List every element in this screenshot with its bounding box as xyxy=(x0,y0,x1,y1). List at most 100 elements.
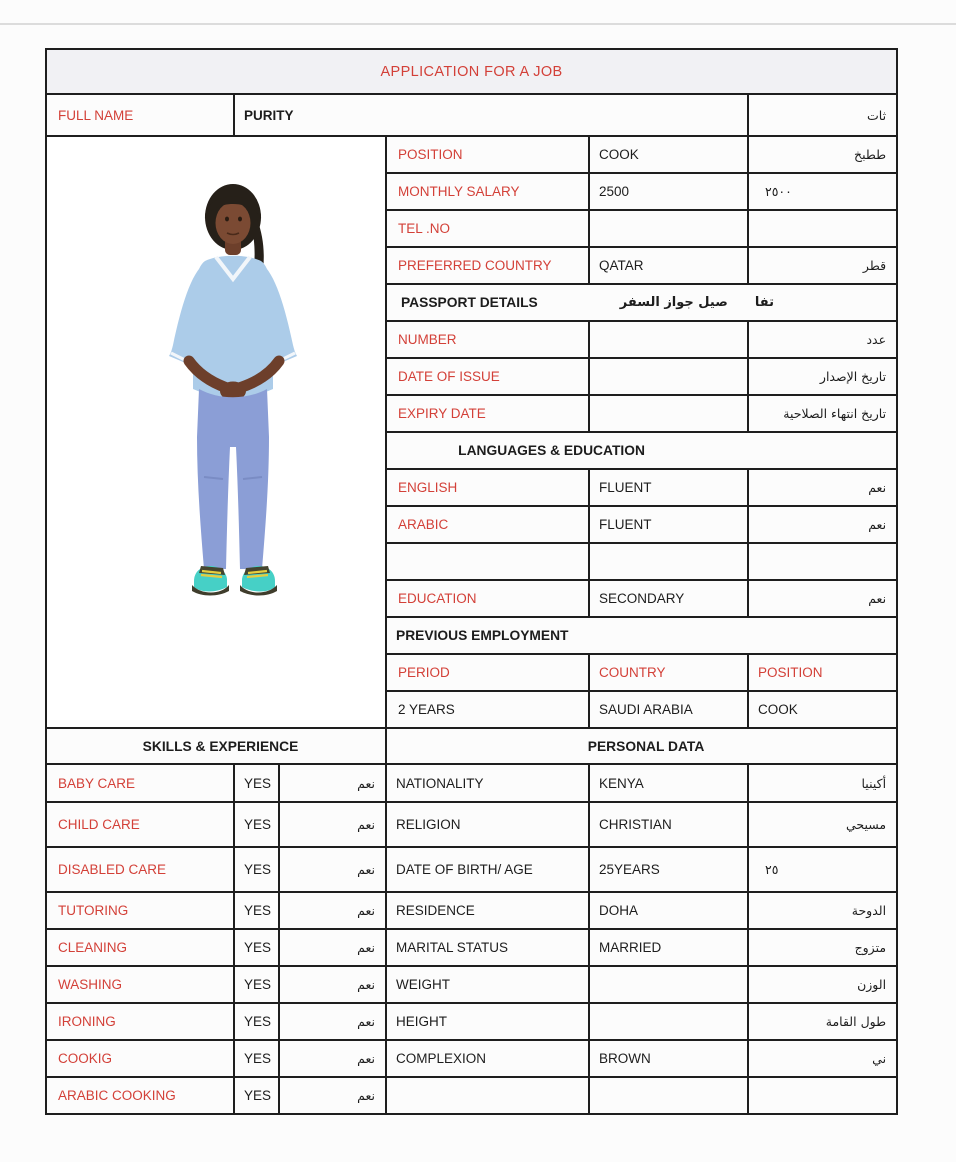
skill-arabic-cleaning: نعم xyxy=(278,928,387,967)
date-of-issue-label: DATE OF ISSUE xyxy=(385,357,590,396)
english-row: ENGLISH FLUENT نعم xyxy=(46,468,899,507)
education-arabic: نعم xyxy=(746,579,899,618)
empty-cell xyxy=(385,1076,590,1115)
complexion-label: COMPLEXION xyxy=(385,1039,590,1078)
skill-arabic-washing: نعم xyxy=(278,965,387,1004)
period-value: 2 YEARS xyxy=(385,690,590,729)
languages-header-row: LANGUAGES & EDUCATION xyxy=(46,431,899,470)
height-value xyxy=(588,1002,749,1041)
nationality-label: NATIONALITY xyxy=(385,763,590,803)
date-of-issue-row: DATE OF ISSUE تاريخ الإصدار xyxy=(46,357,899,396)
washing-weight-row: WASHING YES نعم WEIGHT الوزن xyxy=(45,965,899,1004)
position-row: POSITION COOK ططبخ xyxy=(45,135,899,729)
dob-age-value: 25YEARS xyxy=(588,846,749,893)
position-label: POSITION xyxy=(385,135,590,174)
ironing-height-row: IRONING YES نعم HEIGHT طول القامة xyxy=(45,1002,899,1041)
disabled-care-dob-row: DISABLED CARE YES نعم DATE OF BIRTH/ AGE… xyxy=(45,846,899,893)
skill-label-arabic-cooking: ARABIC COOKING xyxy=(45,1076,235,1115)
skill-yes-cookig: YES xyxy=(233,1039,280,1078)
arabic-cooking-row: ARABIC COOKING YES نعم xyxy=(45,1076,899,1115)
scan-artifact-line xyxy=(0,23,956,25)
skill-arabic-tutoring: نعم xyxy=(278,891,387,930)
salary-row: MONTHLY SALARY 2500 ٢٥٠٠ xyxy=(46,172,899,211)
height-label: HEIGHT xyxy=(385,1002,590,1041)
title-row: APPLICATION FOR A JOB xyxy=(44,48,899,95)
passport-header-en: PASSPORT DETAILS xyxy=(401,295,538,310)
skill-arabic-cookig: نعم xyxy=(278,1039,387,1078)
marital-status-label: MARITAL STATUS xyxy=(385,928,590,967)
marital-status-arabic: متزوج xyxy=(746,928,899,967)
employment-country-value: SAUDI ARABIA xyxy=(588,690,749,729)
baby-care-nationality-row: BABY CARE YES نعم NATIONALITY KENYA أكين… xyxy=(45,763,899,803)
arabic-label: ARABIC xyxy=(385,505,590,544)
passport-number-value xyxy=(588,320,749,359)
skill-arabic-disabled-care: نعم xyxy=(278,846,387,893)
dob-age-arabic: ٢٥ xyxy=(746,846,899,893)
preferred-country-label: PREFERRED COUNTRY xyxy=(385,246,590,285)
skill-arabic-child-care: نعم xyxy=(278,801,387,848)
personal-data-header: PERSONAL DATA xyxy=(384,727,899,765)
salary-arabic: ٢٥٠٠ xyxy=(746,172,899,211)
complexion-value: BROWN xyxy=(588,1039,749,1078)
dob-age-label: DATE OF BIRTH/ AGE xyxy=(385,846,590,893)
english-label: ENGLISH xyxy=(385,468,590,507)
full-name-arabic: ثات xyxy=(746,93,899,137)
complexion-arabic: ني xyxy=(746,1039,899,1078)
residence-arabic: الدوحة xyxy=(746,891,899,930)
previous-employment-header: PREVIOUS EMPLOYMENT xyxy=(384,616,899,655)
skill-label-ironing: IRONING xyxy=(45,1002,235,1041)
skill-yes-tutoring: YES xyxy=(233,891,280,930)
full-name-row: FULL NAME PURITY ثات xyxy=(45,93,899,137)
passport-number-row: NUMBER عدد xyxy=(46,320,899,359)
child-care-religion-row: CHILD CARE YES نعم RELIGION CHRISTIAN مس… xyxy=(45,801,899,848)
date-of-issue-arabic: تاريخ الإصدار xyxy=(746,357,899,396)
skill-arabic-arabic-cooking: نعم xyxy=(278,1076,387,1115)
empty-cell xyxy=(746,542,899,581)
nationality-value: KENYA xyxy=(588,763,749,803)
empty-cell xyxy=(588,1076,749,1115)
full-name-value: PURITY xyxy=(233,93,749,137)
skill-yes-ironing: YES xyxy=(233,1002,280,1041)
position-value: COOK xyxy=(588,135,749,174)
country-column-header: COUNTRY xyxy=(588,653,749,692)
religion-value: CHRISTIAN xyxy=(588,801,749,848)
skill-yes-disabled-care: YES xyxy=(233,846,280,893)
period-column-header: PERIOD xyxy=(385,653,590,692)
passport-details-header: PASSPORT DETAILS تفا صيل جواز السفر xyxy=(384,283,899,322)
english-value: FLUENT xyxy=(588,468,749,507)
skill-yes-arabic-cooking: YES xyxy=(233,1076,280,1115)
previous-employment-header-row: PREVIOUS EMPLOYMENT xyxy=(46,616,899,655)
position-arabic: ططبخ xyxy=(746,135,899,174)
arabic-value: FLUENT xyxy=(588,505,749,544)
tel-value xyxy=(588,209,749,248)
expiry-date-label: EXPIRY DATE xyxy=(385,394,590,433)
expiry-date-row: EXPIRY DATE تاريخ انتهاء الصلاحية xyxy=(46,394,899,433)
skill-label-child-care: CHILD CARE xyxy=(45,801,235,848)
applicant-photo-cell xyxy=(45,135,387,729)
preferred-country-value: QATAR xyxy=(588,246,749,285)
languages-education-header: LANGUAGES & EDUCATION xyxy=(384,431,899,470)
skill-label-baby-care: BABY CARE xyxy=(45,763,235,803)
preferred-country-arabic: قطر xyxy=(746,246,899,285)
religion-label: RELIGION xyxy=(385,801,590,848)
preferred-country-row: PREFERRED COUNTRY QATAR قطر xyxy=(46,246,899,285)
empty-language-row xyxy=(46,542,899,581)
employment-columns-row: PERIOD COUNTRY POSITION xyxy=(46,653,899,692)
employment-values-row: 2 YEARS SAUDI ARABIA COOK xyxy=(46,690,899,729)
expiry-date-arabic: تاريخ انتهاء الصلاحية xyxy=(746,394,899,433)
cooking-complexion-row: COOKIG YES نعم COMPLEXION BROWN ني xyxy=(45,1039,899,1078)
section-headers-row: SKILLS & EXPERIENCE PERSONAL DATA xyxy=(45,727,899,765)
skill-label-cookig: COOKIG xyxy=(45,1039,235,1078)
skill-yes-child-care: YES xyxy=(233,801,280,848)
page-title: APPLICATION FOR A JOB xyxy=(44,48,899,95)
applicant-photo xyxy=(147,177,322,613)
empty-cell xyxy=(385,542,590,581)
empty-cell xyxy=(588,542,749,581)
skill-arabic-baby-care: نعم xyxy=(278,763,387,803)
education-value: SECONDARY xyxy=(588,579,749,618)
weight-label: WEIGHT xyxy=(385,965,590,1004)
religion-arabic: مسيحي xyxy=(746,801,899,848)
skill-label-cleaning: CLEANING xyxy=(45,928,235,967)
salary-label: MONTHLY SALARY xyxy=(385,172,590,211)
empty-cell xyxy=(746,1076,899,1115)
